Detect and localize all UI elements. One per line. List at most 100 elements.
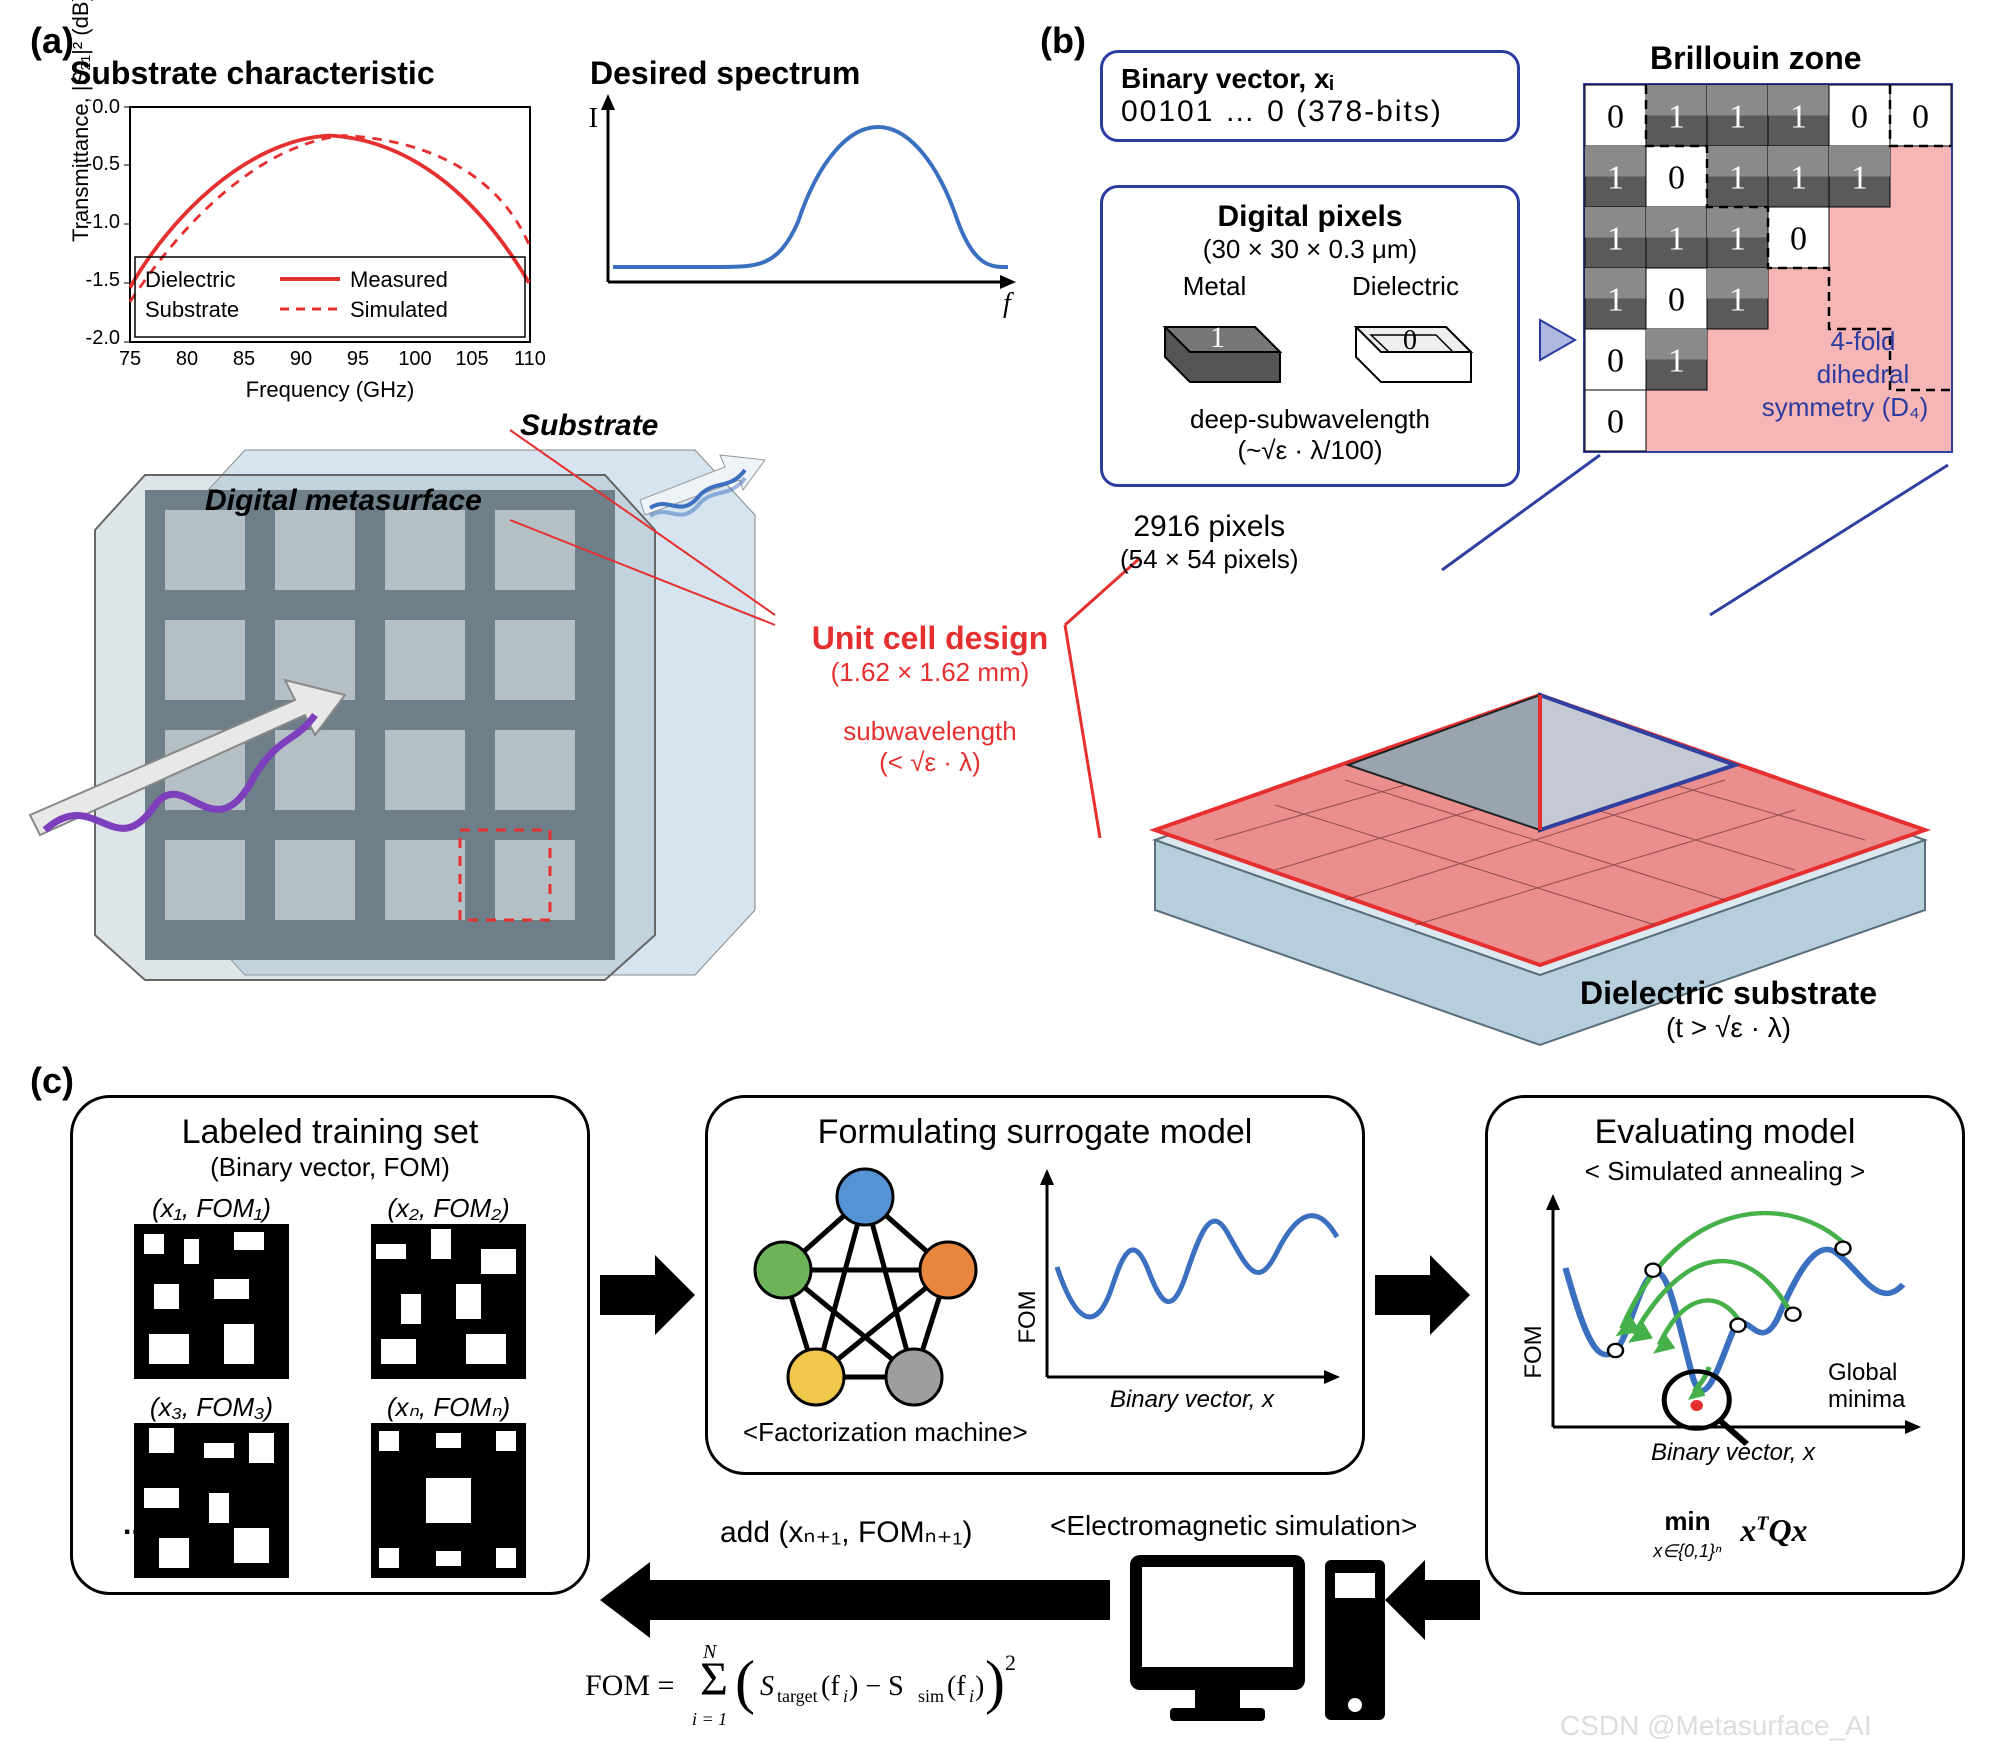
unit-cell-3d xyxy=(1095,540,1965,1015)
substrate-title: Substrate characteristic xyxy=(70,55,540,92)
arrow-icon xyxy=(600,1250,700,1340)
svg-text:(f: (f xyxy=(947,1671,966,1702)
svg-text:110: 110 xyxy=(514,348,546,370)
svg-text:I: I xyxy=(589,103,598,134)
svg-text:dihedral: dihedral xyxy=(1817,359,1910,389)
svg-text:1: 1 xyxy=(1668,221,1685,258)
eval-box: Evaluating model < Simulated annealing > xyxy=(1485,1095,1965,1595)
svg-text:1: 1 xyxy=(1668,343,1685,380)
svg-text:i: i xyxy=(969,1686,974,1706)
svg-text:1: 1 xyxy=(1210,321,1225,354)
pattern-thumb xyxy=(371,1224,526,1379)
svg-text:90: 90 xyxy=(290,348,312,370)
substrate-chart: Substrate characteristic Transmittance, … xyxy=(70,55,540,407)
brillouin-title: Brillouin zone xyxy=(1650,40,1862,77)
svg-text:75: 75 xyxy=(119,348,141,370)
fom-landscape: FOM Binary vector, x xyxy=(1012,1162,1342,1422)
svg-text:0: 0 xyxy=(1607,343,1624,380)
svg-text:95: 95 xyxy=(347,348,369,370)
svg-text:Global: Global xyxy=(1828,1359,1897,1386)
svg-text:1: 1 xyxy=(1729,160,1746,197)
map-arrow-icon xyxy=(1535,310,1585,370)
svg-text:0: 0 xyxy=(1912,99,1929,136)
svg-text:symmetry (D₄): symmetry (D₄) xyxy=(1762,392,1929,422)
svg-text:FOM =: FOM = xyxy=(585,1669,674,1702)
svg-text:0: 0 xyxy=(1403,325,1417,356)
svg-text:1: 1 xyxy=(1790,160,1807,197)
y-axis-label: Transmittance, |S₂₁|² (dB) xyxy=(68,0,93,242)
pattern-thumb xyxy=(371,1423,526,1578)
fom-formula: FOM = Σ N i = 1 ( S target (f i ) − S si… xyxy=(585,1640,1125,1748)
svg-text:1: 1 xyxy=(1729,221,1746,258)
arrow-icon xyxy=(600,1560,1120,1640)
sa-plot: FOM Binary vector, x Global minima xyxy=(1508,1187,1948,1477)
svg-text:Dielectric: Dielectric xyxy=(145,267,235,292)
svg-text:105: 105 xyxy=(455,348,488,370)
svg-text:FOM: FOM xyxy=(1014,1290,1041,1343)
brillouin-grid: 011100101111110101010 4-fold dihedral sy… xyxy=(1585,85,1975,485)
computer-icon xyxy=(1120,1545,1400,1735)
svg-text:-2.0: -2.0 xyxy=(86,327,120,349)
metal-pixel-icon: 1 xyxy=(1140,302,1290,397)
svg-text:Measured: Measured xyxy=(350,267,448,292)
desired-curve xyxy=(613,127,1008,267)
svg-text:-1.0: -1.0 xyxy=(86,211,120,233)
svg-text:S: S xyxy=(760,1671,774,1702)
svg-text:0.0: 0.0 xyxy=(92,96,120,118)
arrow-icon xyxy=(1375,1250,1475,1340)
surrogate-box: Formulating surrogate model FOM Binary xyxy=(705,1095,1365,1475)
pattern-thumb xyxy=(134,1423,289,1578)
svg-text:1: 1 xyxy=(1851,160,1868,197)
arrow-icon xyxy=(1385,1555,1485,1645)
label-b: (b) xyxy=(1040,20,1086,62)
svg-text:target: target xyxy=(777,1686,818,1706)
svg-text:Substrate: Substrate xyxy=(145,297,239,322)
svg-text:1: 1 xyxy=(1607,160,1624,197)
svg-text:): ) xyxy=(985,1649,1005,1715)
svg-text:80: 80 xyxy=(176,348,198,370)
svg-text:4-fold: 4-fold xyxy=(1830,326,1895,356)
training-set-box: Labeled training set (Binary vector, FOM… xyxy=(70,1095,590,1595)
svg-text:0: 0 xyxy=(1851,99,1868,136)
svg-text:0: 0 xyxy=(1790,221,1807,258)
svg-text:Binary vector, x: Binary vector, x xyxy=(1651,1439,1816,1466)
svg-text:-0.5: -0.5 xyxy=(86,153,120,175)
measured-line xyxy=(130,136,529,288)
label-c: (c) xyxy=(30,1060,74,1102)
svg-text:Frequency (GHz): Frequency (GHz) xyxy=(246,377,415,402)
svg-text:85: 85 xyxy=(233,348,255,370)
svg-text:Simulated: Simulated xyxy=(350,297,448,322)
svg-text:minima: minima xyxy=(1828,1386,1906,1413)
svg-text:sim: sim xyxy=(918,1686,944,1706)
dielectric-substrate-label: Dielectric substrate (t > √ε · λ) xyxy=(1580,975,1877,1044)
metasurface-label: Digital metasurface xyxy=(205,484,482,517)
svg-text:1: 1 xyxy=(1790,99,1807,136)
svg-text:1: 1 xyxy=(1729,99,1746,136)
svg-text:FOM: FOM xyxy=(1520,1325,1547,1378)
svg-text:) − S: ) − S xyxy=(849,1671,904,1702)
fm-graph xyxy=(728,1162,1003,1422)
add-sample-label: add (xₙ₊₁, FOMₙ₊₁) xyxy=(720,1515,973,1550)
svg-text:2: 2 xyxy=(1005,1650,1016,1675)
substrate-label: Substrate xyxy=(520,409,658,442)
svg-text:0: 0 xyxy=(1607,404,1624,441)
pattern-thumb xyxy=(134,1224,289,1379)
em-sim-label: <Electromagnetic simulation> xyxy=(1050,1510,1417,1542)
svg-text:0: 0 xyxy=(1668,282,1685,319)
svg-text:i = 1: i = 1 xyxy=(692,1709,727,1729)
svg-text:-1.5: -1.5 xyxy=(86,269,120,291)
svg-text:1: 1 xyxy=(1729,282,1746,319)
svg-text:(f: (f xyxy=(821,1671,840,1702)
svg-text:0: 0 xyxy=(1668,160,1685,197)
svg-text:): ) xyxy=(975,1671,984,1702)
svg-text:Binary vector, x: Binary vector, x xyxy=(1110,1386,1275,1413)
svg-text:100: 100 xyxy=(398,348,431,370)
binary-vector-box: Binary vector, xᵢ 00101 … 0 (378-bits) xyxy=(1100,50,1520,142)
svg-text:1: 1 xyxy=(1668,99,1685,136)
svg-text:N: N xyxy=(702,1641,718,1663)
desired-spectrum: Desired spectrum I f xyxy=(590,55,1020,317)
svg-text:i: i xyxy=(843,1686,848,1706)
svg-text:0: 0 xyxy=(1607,99,1624,136)
desired-title: Desired spectrum xyxy=(590,55,1020,92)
svg-text:1: 1 xyxy=(1607,282,1624,319)
